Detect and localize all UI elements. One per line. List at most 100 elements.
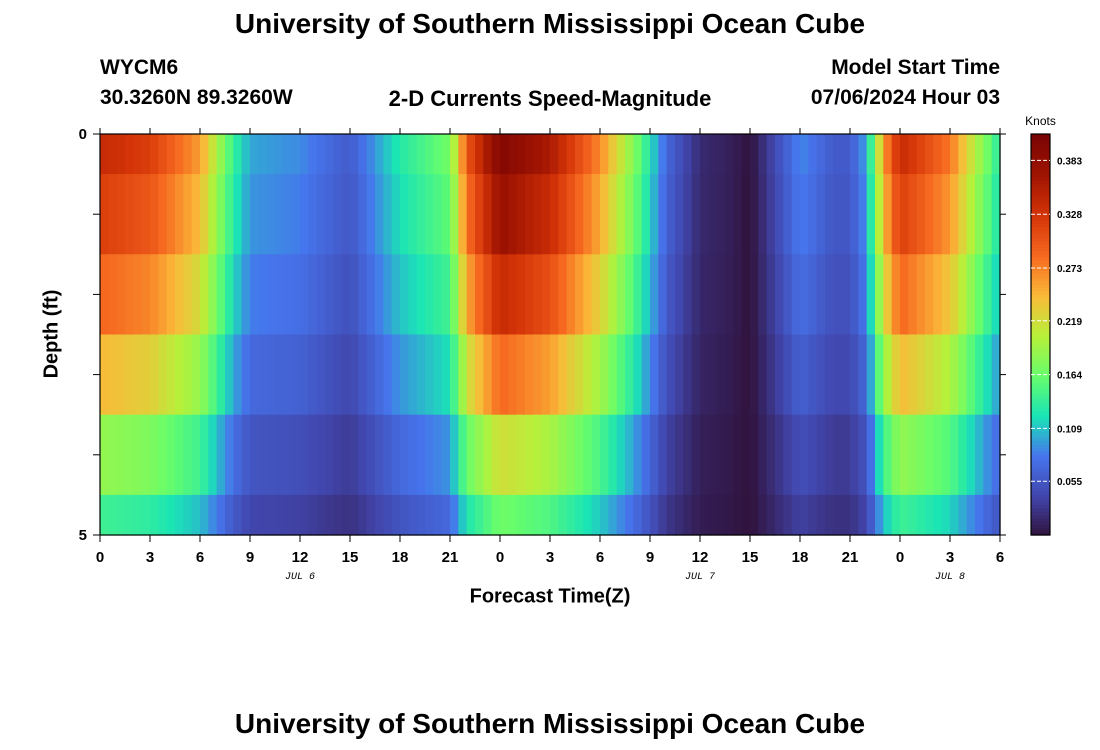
heatmap-cell — [350, 174, 359, 255]
heatmap-cell — [825, 414, 834, 496]
heatmap-cell — [825, 334, 834, 416]
heatmap-cell — [225, 174, 234, 255]
heatmap-cell — [425, 414, 434, 496]
colorbar-segment — [1031, 494, 1050, 499]
heatmap-cell — [466, 494, 476, 536]
heatmap-cell — [216, 414, 226, 496]
date-label: JUL 7 — [685, 572, 715, 583]
heatmap-cell — [741, 134, 751, 175]
heatmap-cell — [850, 254, 859, 336]
heatmap-cell — [125, 254, 134, 336]
colorbar-segment — [1031, 528, 1050, 533]
colorbar-segment — [1031, 514, 1050, 519]
x-tick-label: 3 — [946, 549, 954, 566]
colorbar-segment — [1031, 287, 1050, 292]
heatmap-cell — [266, 494, 276, 536]
heatmap-cell — [683, 414, 693, 496]
heatmap-cell — [116, 174, 126, 255]
heatmap-cell — [191, 494, 201, 536]
heatmap-cell — [650, 134, 659, 175]
colorbar-segment — [1031, 167, 1050, 172]
heatmap-cell — [200, 414, 209, 496]
heatmap-cell — [958, 174, 968, 255]
heatmap-cell — [775, 414, 784, 496]
heatmap-cell — [875, 414, 884, 496]
heatmap-cell — [100, 174, 109, 255]
heatmap-cell — [916, 414, 926, 496]
heatmap-cell — [391, 494, 401, 536]
heatmap-cell — [316, 134, 326, 175]
heatmap-cell — [866, 174, 876, 255]
heatmap-cell — [858, 174, 868, 255]
colorbar-segment — [1031, 204, 1050, 209]
heatmap-cell — [816, 414, 826, 496]
heatmap-cell — [600, 494, 609, 536]
heatmap-cell — [316, 254, 326, 336]
heatmap-cell — [516, 254, 526, 336]
heatmap-cell — [433, 254, 443, 336]
heatmap-cell — [725, 494, 734, 536]
heatmap-cell — [766, 134, 776, 175]
heatmap-cell — [200, 334, 209, 416]
heatmap-cell — [875, 174, 884, 255]
heatmap-cell — [450, 134, 459, 175]
colorbar-segment — [1031, 374, 1050, 379]
heatmap-cell — [775, 134, 784, 175]
heatmap-cell — [633, 254, 643, 336]
colorbar-segment — [1031, 180, 1050, 185]
colorbar-segment — [1031, 187, 1050, 192]
colorbar-segment — [1031, 401, 1050, 406]
heatmap-cell — [591, 174, 601, 255]
colorbar-segment — [1031, 474, 1050, 479]
heatmap-cell — [191, 134, 201, 175]
heatmap-cell — [300, 334, 309, 416]
heatmap-cell — [691, 254, 701, 336]
heatmap-cell — [925, 414, 934, 496]
heatmap-cell — [291, 254, 301, 336]
heatmap-cell — [375, 494, 384, 536]
colorbar-segment — [1031, 150, 1050, 155]
heatmap-cell — [166, 254, 176, 336]
station-id: WYCM6 — [100, 56, 179, 79]
heatmap-cell — [658, 174, 668, 255]
heatmap-cell — [266, 174, 276, 255]
heatmap-cell — [308, 134, 318, 175]
heatmap-cell — [183, 254, 193, 336]
x-tick-label: 3 — [146, 549, 154, 566]
heatmap-cell — [400, 174, 409, 255]
heatmap-cell — [233, 174, 243, 255]
colorbar-segment — [1031, 297, 1050, 302]
heatmap-cell — [908, 414, 918, 496]
heatmap-cell — [433, 134, 443, 175]
heatmap-cell — [200, 494, 209, 536]
heatmap-cell — [166, 414, 176, 496]
heatmap-cell — [591, 494, 601, 536]
chart-subtitle: 2-D Currents Speed-Magnitude — [388, 86, 712, 111]
colorbar-segment — [1031, 448, 1050, 453]
heatmap-cell — [616, 174, 626, 255]
colorbar-segment — [1031, 468, 1050, 473]
heatmap-cell — [833, 494, 843, 536]
heatmap-cell — [808, 334, 818, 416]
heatmap-cell — [208, 414, 218, 496]
heatmap-cell — [375, 414, 384, 496]
heatmap-cell — [750, 494, 759, 536]
heatmap-cell — [141, 494, 151, 536]
colorbar-segment — [1031, 324, 1050, 329]
heatmap-cell — [158, 414, 168, 496]
heatmap-cell — [758, 174, 768, 255]
heatmap-cell — [116, 254, 126, 336]
colorbar-segment — [1031, 284, 1050, 289]
heatmap-cell — [616, 494, 626, 536]
heatmap-cell — [150, 334, 159, 416]
heatmap-cell — [650, 334, 659, 416]
colorbar-segment — [1031, 317, 1050, 322]
heatmap-cell — [808, 254, 818, 336]
heatmap-cell — [358, 254, 368, 336]
heatmap-cell — [891, 174, 901, 255]
heatmap-cell — [925, 174, 934, 255]
x-tick-label: 6 — [996, 549, 1004, 566]
heatmap-cell — [750, 134, 759, 175]
heatmap-cell — [508, 494, 518, 536]
heatmap-cell — [741, 254, 751, 336]
